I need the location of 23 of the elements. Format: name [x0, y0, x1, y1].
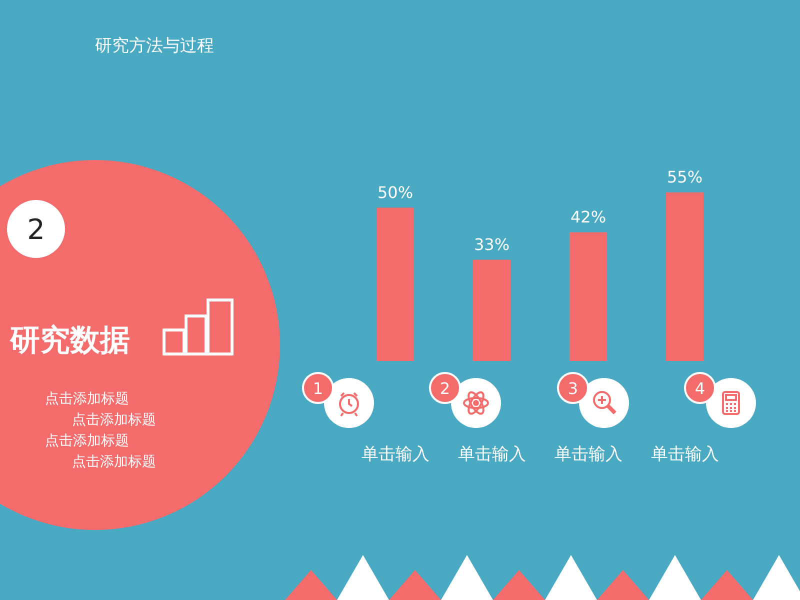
text: 点击添加标题	[72, 411, 156, 429]
data-label: 55%	[666, 167, 703, 186]
data-label: 33%	[474, 234, 510, 254]
x-tick-label: 单击输入	[650, 444, 719, 465]
text: 4	[684, 372, 716, 404]
text: 3	[557, 372, 589, 404]
text: 1	[302, 372, 334, 404]
bar	[376, 208, 414, 361]
data-label: 50%	[377, 182, 414, 202]
bar	[666, 192, 704, 361]
x-tick-label: 单击输入	[458, 444, 526, 465]
text: 研究数据	[10, 322, 130, 360]
text: 研究方法与过程	[95, 35, 214, 57]
data-label: 42%	[570, 207, 606, 226]
bar	[472, 260, 511, 361]
text: 点击添加标题	[45, 432, 129, 450]
x-tick-label: 单击输入	[361, 444, 430, 465]
text: 2	[7, 200, 65, 258]
text: 点击添加标题	[72, 453, 156, 471]
bar	[569, 232, 608, 361]
text: 点击添加标题	[45, 390, 129, 408]
text: 2	[429, 372, 461, 404]
x-tick-label: 单击输入	[554, 444, 622, 465]
